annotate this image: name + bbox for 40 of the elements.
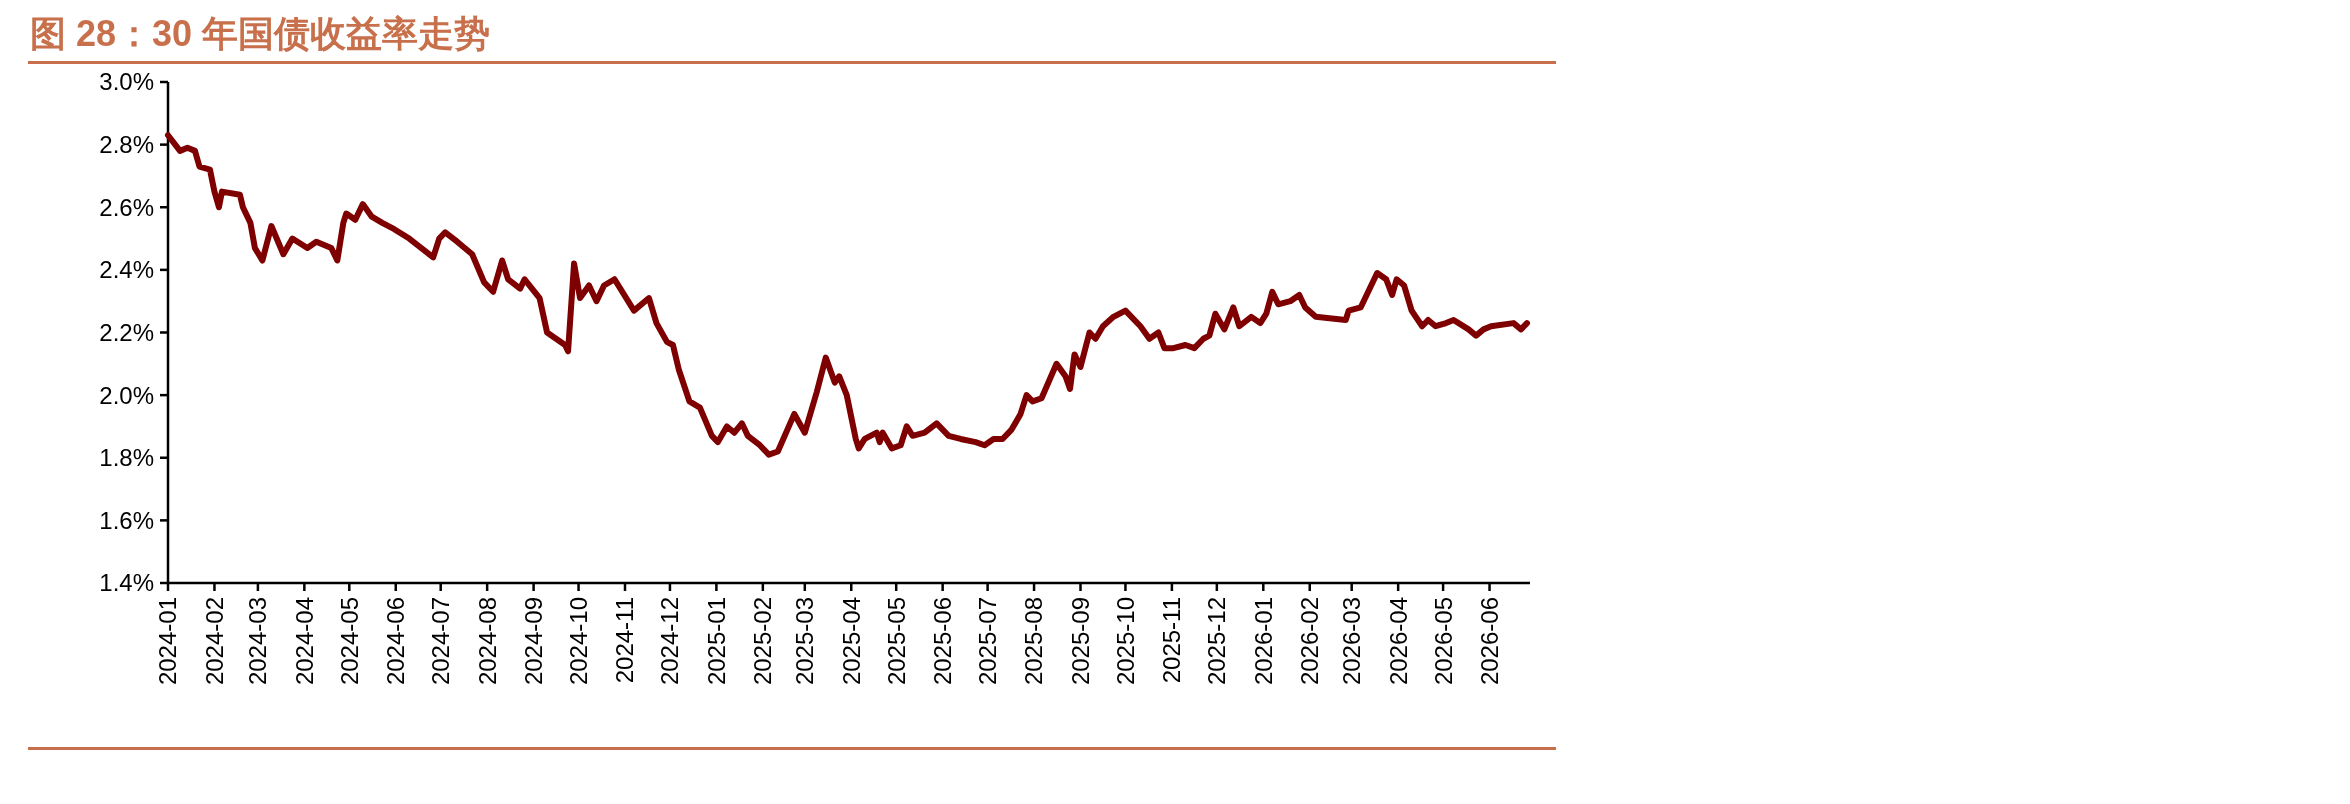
x-tick-label: 2025-10 [1111,597,1139,686]
y-tick-label: 2.2% [99,318,154,346]
x-tick-label: 2025-01 [702,597,730,686]
x-tick-label: 2024-02 [200,597,228,686]
x-tick-label: 2025-06 [929,597,957,686]
x-tick-label: 2026-01 [1249,597,1277,686]
x-tick-label: 2024-03 [244,597,272,686]
x-tick-label: 2024-01 [154,597,182,686]
x-tick-label: 2026-04 [1384,597,1412,686]
x-tick-label: 2025-02 [749,597,777,686]
x-tick-label: 2024-06 [382,597,410,686]
y-tick-label: 2.6% [99,193,154,221]
x-tick-label: 2025-11 [1158,597,1186,684]
y-tick-label: 2.0% [99,381,154,409]
x-tick-label: 2024-11 [611,597,639,684]
x-tick-label: 2026-05 [1429,597,1457,686]
x-tick-label: 2025-03 [791,597,819,686]
x-tick-label: 2024-05 [335,597,363,686]
x-tick-label: 2025-04 [837,597,865,686]
y-tick-label: 1.4% [99,569,154,597]
y-tick-label: 1.8% [99,444,154,472]
y-tick-label: 1.6% [99,506,154,534]
x-tick-label: 2024-10 [564,597,592,686]
x-tick-label: 2025-09 [1066,597,1094,686]
x-tick-label: 2024-07 [427,597,455,686]
chart-title: 图 28：30 年国债收益率走势 [30,13,491,54]
x-tick-label: 2025-08 [1020,597,1048,686]
y-tick-label: 2.4% [99,256,154,284]
x-tick-label: 2025-07 [974,597,1001,686]
x-tick-label: 2024-08 [473,597,501,686]
x-tick-label: 2026-03 [1338,597,1366,686]
x-tick-label: 2024-12 [656,597,684,686]
x-tick-label: 2026-02 [1296,597,1324,686]
y-tick-label: 2.8% [99,131,154,159]
x-tick-label: 2024-04 [290,597,318,686]
x-tick-label: 2024-09 [520,597,547,686]
x-tick-label: 2026-06 [1475,597,1503,686]
x-tick-label: 2025-05 [882,597,910,686]
x-tick-label: 2025-12 [1203,597,1231,686]
y-tick-label: 3.0% [99,68,154,96]
